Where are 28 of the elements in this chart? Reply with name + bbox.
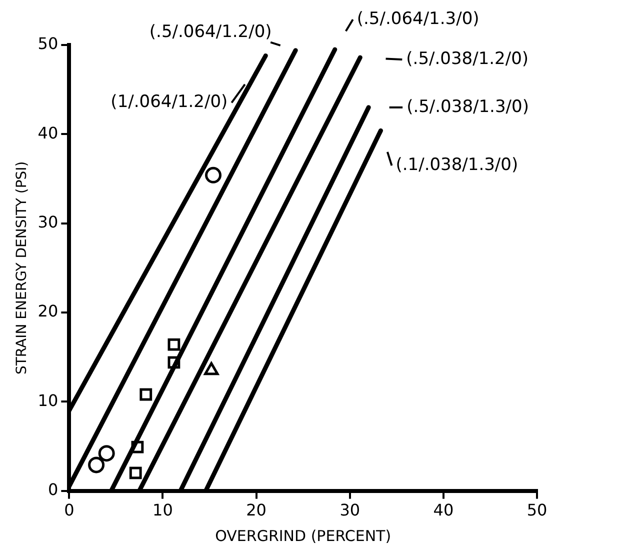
y-tick-label: 20: [38, 302, 58, 321]
point: [129, 466, 142, 480]
y-tick-label: 50: [38, 34, 58, 54]
point: [88, 456, 105, 474]
x-tick-label: 0: [64, 500, 74, 520]
x-tick-label: 30: [340, 500, 360, 520]
x-axis-title: OVERGRIND (PERCENT): [215, 526, 392, 545]
legend-label: (.1/.038/1.3/0): [396, 155, 518, 176]
x-tick-label: 10: [152, 500, 173, 520]
x-tick-label: 20: [246, 500, 266, 520]
point: [140, 388, 152, 401]
point: [98, 445, 115, 462]
y-tick-label: 0: [48, 480, 58, 499]
y-tick-label: 10: [38, 390, 58, 410]
legend-label: (.5/.038/1.2/0): [406, 48, 529, 69]
y-tick-label: 30: [38, 212, 58, 232]
legend-label: (.5/.064/1.3/0): [356, 8, 480, 29]
legend-label: (.5/.038/1.3/0): [406, 96, 529, 117]
point: [168, 356, 180, 369]
series-label: (1/.064/1.2/0): [110, 92, 228, 112]
point: [205, 166, 222, 184]
y-axis-title: STRAIN ENERGY DENSITY (PSI): [14, 161, 30, 375]
x-tick-label: 40: [433, 500, 454, 520]
point: [168, 338, 180, 351]
point: [131, 440, 144, 454]
y-tick-label: 40: [38, 123, 58, 142]
x-tick-label: 50: [526, 500, 548, 520]
series-label: (.5/.064/1.2/0): [149, 22, 272, 42]
